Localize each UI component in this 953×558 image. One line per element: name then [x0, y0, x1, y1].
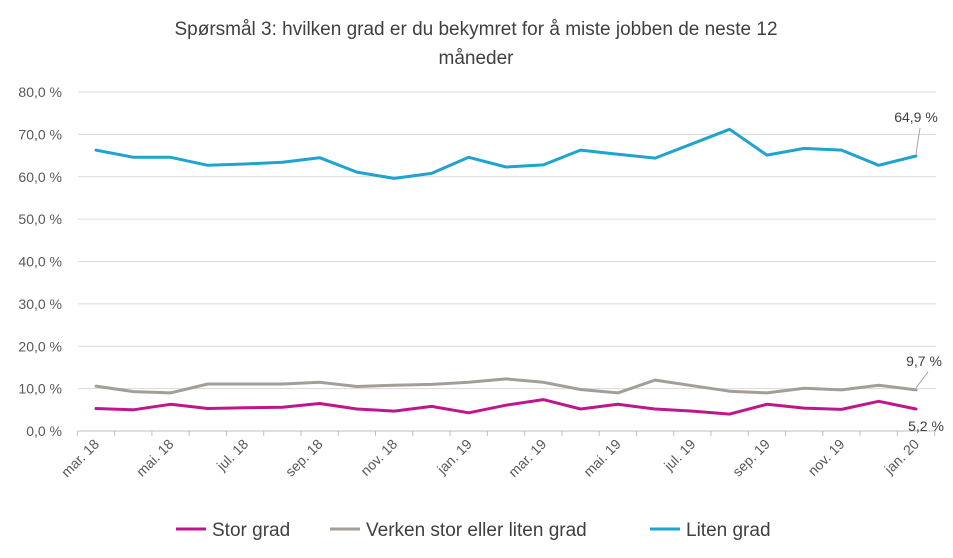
- x-tick-label: mai. 19: [580, 436, 624, 480]
- series-lines: [94, 127, 918, 416]
- x-tick-label: mar. 18: [58, 436, 102, 480]
- x-tick-label: jan. 20: [880, 436, 922, 478]
- y-axis-tick-labels: 0,0 % 10,0 % 20,0 % 30,0 % 40,0 % 50,0 % 60,0 …: [18, 84, 62, 439]
- gridlines: [78, 91, 936, 390]
- annotation-leader-line: [915, 127, 921, 155]
- x-tick-label: sep. 19: [729, 436, 773, 480]
- series-line-stor-grad: [94, 398, 918, 416]
- series-line-liten-grad: [94, 127, 918, 180]
- chart-title-line-1: Spørsmål 3: hvilken grad er du bekymret …: [174, 19, 777, 40]
- x-tick-label: jan. 19: [433, 436, 475, 478]
- data-label-annotations: 64,9 % 9,7 % 5,2 %: [894, 109, 944, 434]
- y-tick-label: 10,0 %: [18, 381, 62, 397]
- legend-label: Stor grad: [212, 520, 290, 541]
- y-tick-label: 0,0 %: [26, 423, 62, 439]
- legend: Stor grad Verken stor eller liten grad Lit…: [176, 520, 771, 541]
- data-label: 9,7 %: [906, 353, 942, 369]
- x-tick-label: nov. 18: [357, 436, 400, 479]
- y-tick-label: 80,0 %: [18, 84, 62, 100]
- y-tick-label: 70,0 %: [18, 126, 62, 142]
- y-tick-label: 30,0 %: [18, 296, 62, 312]
- data-label: 64,9 %: [894, 109, 938, 125]
- x-axis: [76, 430, 936, 436]
- x-axis-tick-labels: mar. 18 mai. 18 jul. 18 sep. 18 nov. 18 jan. …: [58, 436, 922, 480]
- y-tick-label: 60,0 %: [18, 169, 62, 185]
- x-tick-label: jul. 18: [213, 436, 252, 475]
- y-tick-label: 40,0 %: [18, 254, 62, 270]
- x-tick-label: nov. 19: [805, 436, 848, 479]
- legend-label: Verken stor eller liten grad: [366, 520, 587, 541]
- x-tick-label: mar. 19: [505, 436, 549, 480]
- data-label: 5,2 %: [908, 418, 944, 434]
- x-tick-label: mai. 18: [133, 436, 177, 480]
- series-line-verken-stor-eller-liten-grad: [94, 377, 918, 395]
- chart-title-line-2: måneder: [439, 48, 515, 69]
- legend-label: Liten grad: [686, 520, 771, 541]
- annotation-leader-line: [915, 371, 929, 389]
- chart-title: Spørsmål 3: hvilken grad er du bekymret …: [174, 19, 777, 69]
- y-tick-label: 20,0 %: [18, 338, 62, 354]
- x-tick-label: jul. 19: [660, 436, 699, 475]
- y-tick-label: 50,0 %: [18, 211, 62, 227]
- x-tick-label: sep. 18: [282, 436, 326, 480]
